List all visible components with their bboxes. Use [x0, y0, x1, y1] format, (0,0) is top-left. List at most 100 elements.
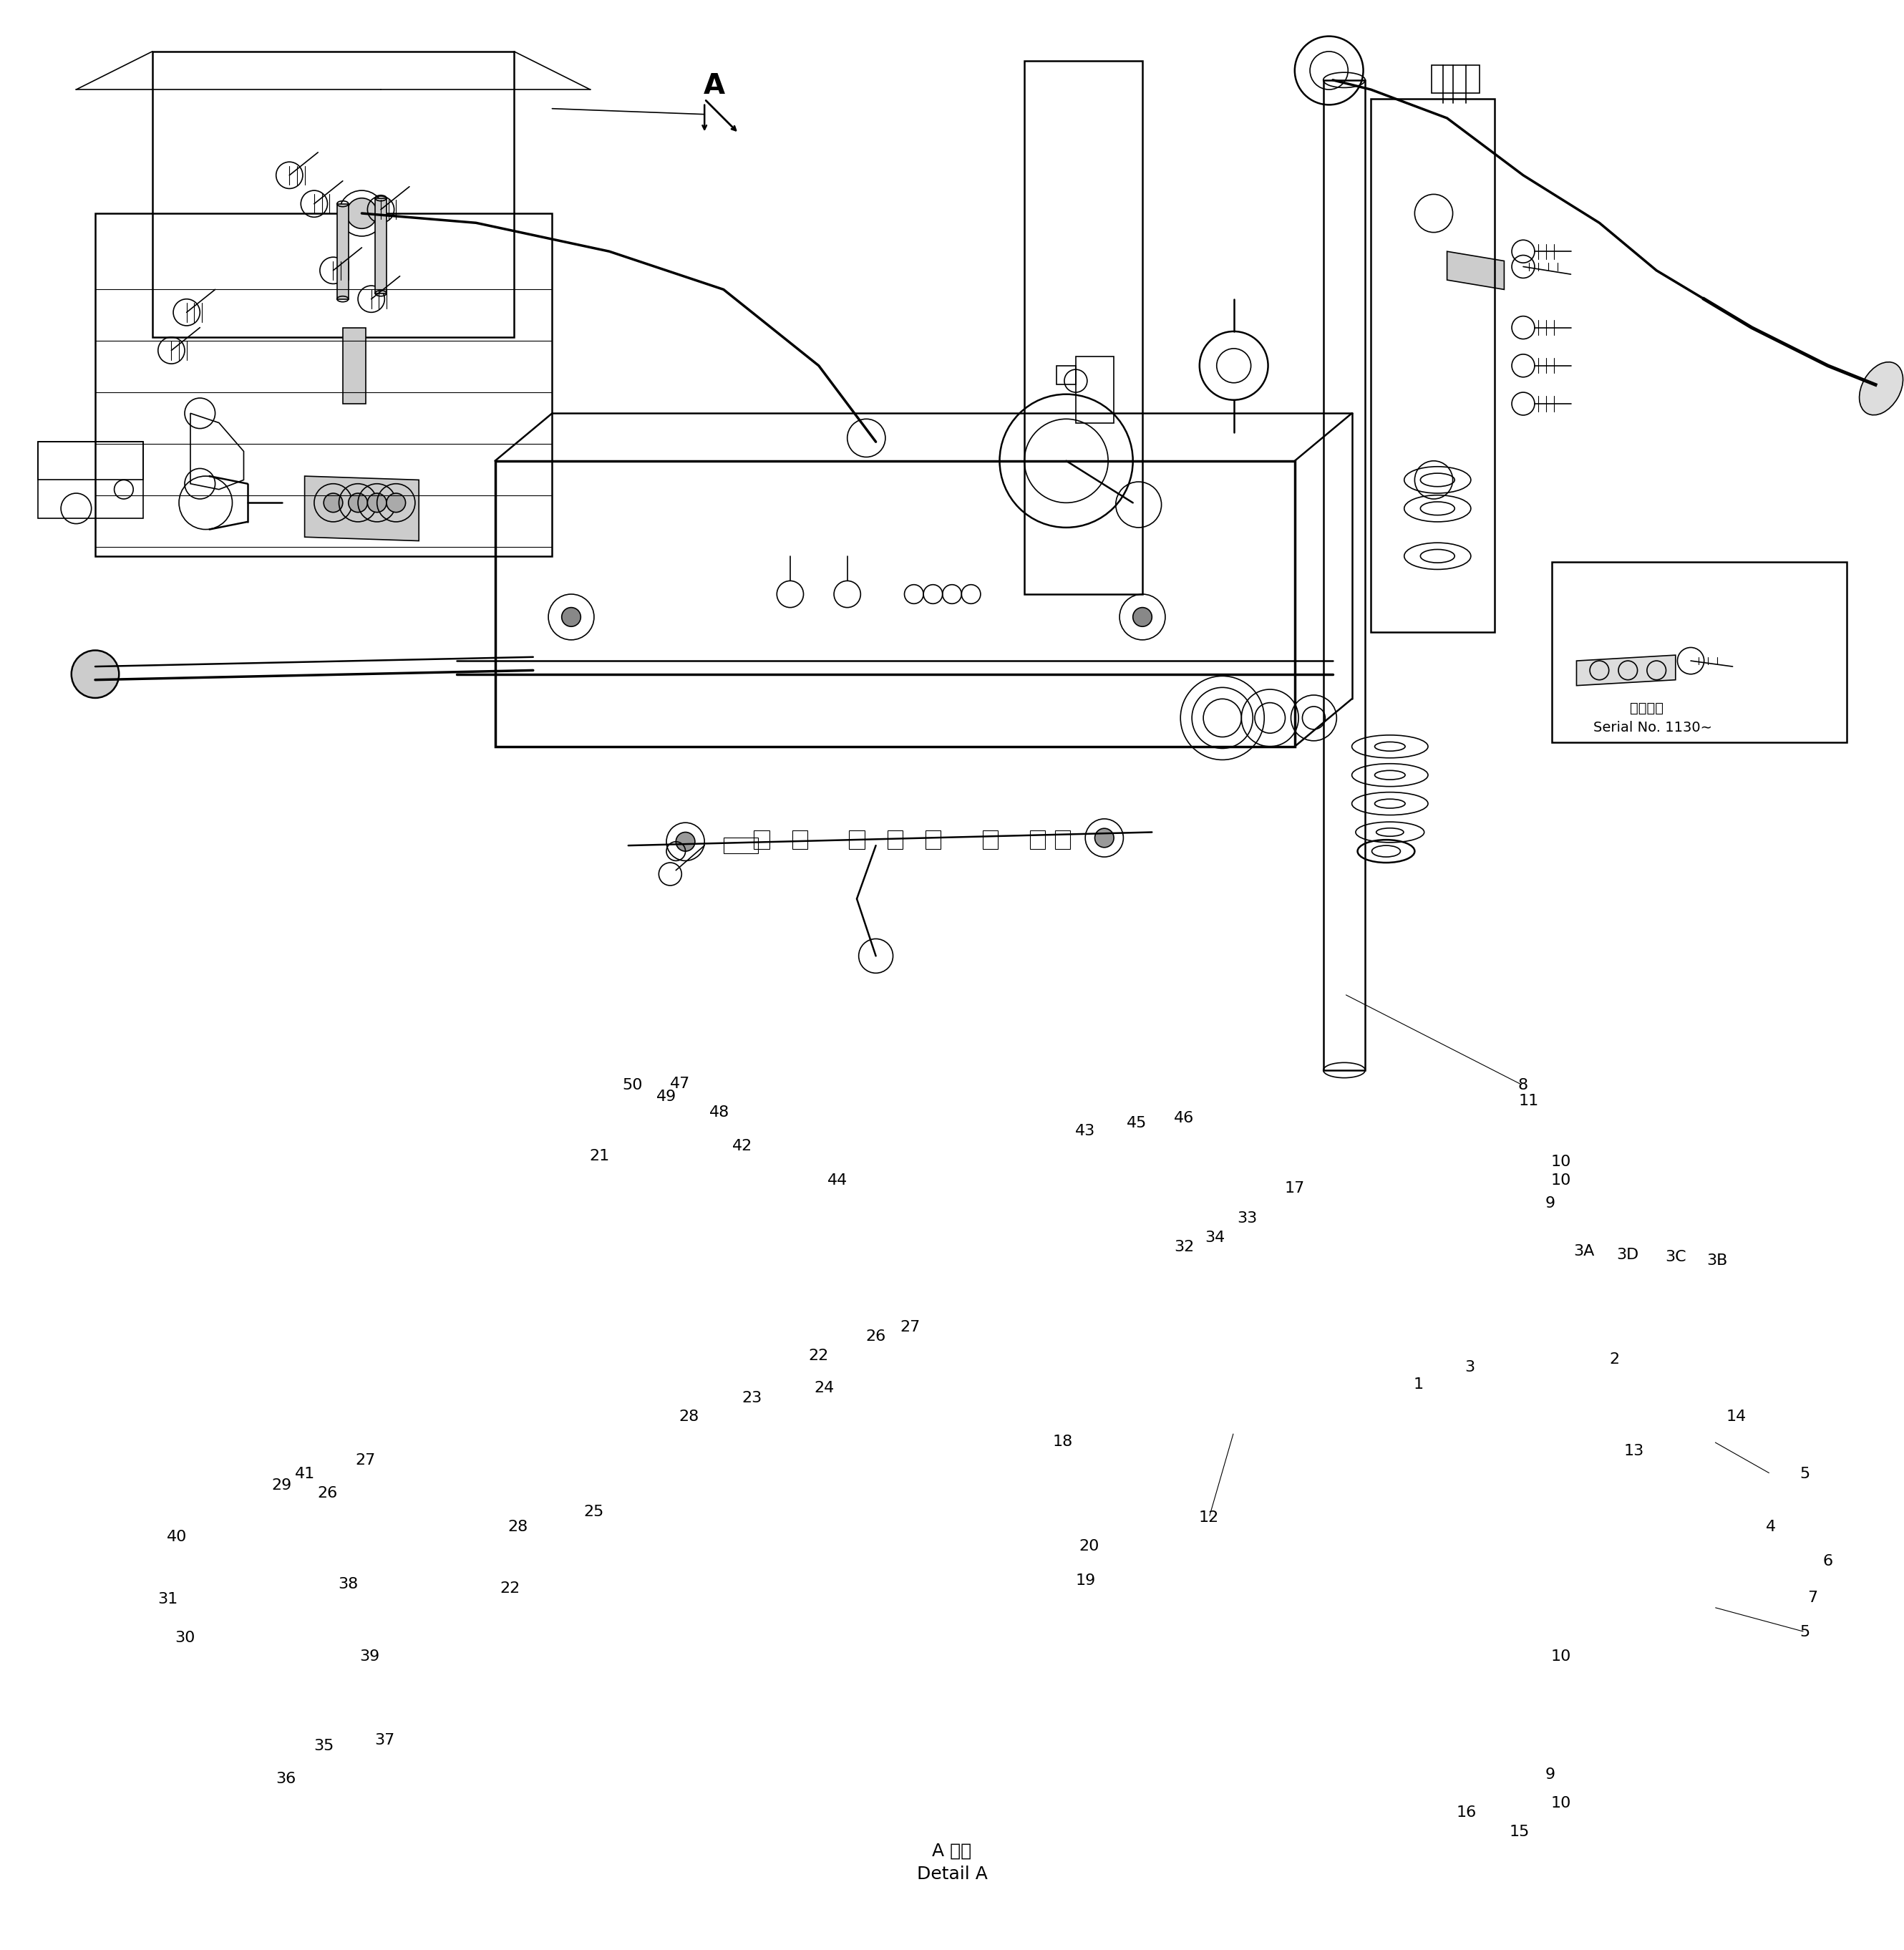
Text: 14: 14	[1727, 1410, 1746, 1424]
Text: 39: 39	[360, 1650, 379, 1663]
Text: 26: 26	[866, 1330, 885, 1344]
Text: 41: 41	[295, 1466, 314, 1482]
Text: 7: 7	[1807, 1591, 1818, 1605]
Text: 8: 8	[1517, 1078, 1529, 1092]
Text: 38: 38	[339, 1578, 358, 1591]
Text: 4: 4	[1765, 1521, 1776, 1535]
Text: A 詳細: A 詳細	[933, 1843, 971, 1860]
Bar	[887, 831, 902, 850]
Text: 22: 22	[809, 1349, 828, 1363]
Text: 36: 36	[276, 1771, 295, 1786]
Ellipse shape	[72, 651, 118, 698]
Polygon shape	[1577, 655, 1676, 686]
Text: 46: 46	[1175, 1112, 1194, 1125]
Circle shape	[387, 493, 406, 513]
Circle shape	[348, 493, 367, 513]
Bar	[1552, 562, 1847, 743]
Bar	[1030, 831, 1045, 850]
Bar	[1057, 367, 1076, 384]
Bar	[1323, 80, 1365, 1071]
Text: 17: 17	[1285, 1182, 1304, 1195]
Text: 3A: 3A	[1573, 1244, 1596, 1258]
Bar	[925, 831, 941, 850]
Text: 3C: 3C	[1664, 1250, 1687, 1264]
Bar	[375, 199, 387, 292]
Text: 23: 23	[743, 1390, 762, 1404]
Text: 50: 50	[623, 1078, 642, 1092]
Text: 9: 9	[1544, 1767, 1556, 1782]
Text: 49: 49	[657, 1090, 676, 1104]
Text: 19: 19	[1076, 1574, 1095, 1587]
Text: 32: 32	[1175, 1240, 1194, 1254]
Text: 27: 27	[356, 1453, 375, 1468]
Circle shape	[1095, 829, 1114, 848]
Circle shape	[324, 493, 343, 513]
Text: 34: 34	[1205, 1230, 1224, 1244]
Text: 26: 26	[318, 1486, 337, 1500]
Text: 18: 18	[1053, 1435, 1072, 1449]
Text: 40: 40	[168, 1529, 187, 1544]
Bar	[1055, 831, 1070, 850]
Bar	[343, 328, 366, 404]
Text: 29: 29	[272, 1478, 291, 1492]
Text: 16: 16	[1457, 1806, 1476, 1819]
Text: 10: 10	[1552, 1154, 1571, 1168]
Text: 22: 22	[501, 1581, 520, 1595]
Text: 11: 11	[1519, 1094, 1538, 1108]
Text: 3B: 3B	[1706, 1254, 1729, 1268]
Text: 2: 2	[1609, 1353, 1620, 1367]
Text: 28: 28	[680, 1410, 699, 1424]
Circle shape	[367, 493, 387, 513]
Circle shape	[347, 199, 377, 228]
Text: 1: 1	[1413, 1377, 1424, 1392]
Bar	[1076, 357, 1114, 423]
Text: 44: 44	[828, 1174, 847, 1188]
Text: A: A	[703, 72, 725, 99]
Ellipse shape	[1860, 363, 1902, 415]
Circle shape	[562, 608, 581, 626]
Text: 10: 10	[1552, 1650, 1571, 1663]
Bar	[337, 205, 348, 298]
Bar	[38, 443, 143, 480]
Text: 42: 42	[733, 1139, 752, 1154]
Circle shape	[676, 833, 695, 852]
Text: Serial No. 1130∼: Serial No. 1130∼	[1594, 722, 1712, 735]
Text: 37: 37	[375, 1734, 394, 1747]
Text: 6: 6	[1822, 1554, 1834, 1568]
Text: 適用号役: 適用号役	[1630, 702, 1664, 716]
Bar	[1371, 99, 1495, 632]
Text: 15: 15	[1510, 1825, 1529, 1839]
Text: 35: 35	[314, 1739, 333, 1753]
Bar	[152, 51, 514, 337]
Text: 3: 3	[1464, 1359, 1476, 1375]
Bar	[724, 838, 758, 854]
Bar	[849, 831, 864, 850]
Bar	[982, 831, 998, 850]
Text: 24: 24	[815, 1381, 834, 1396]
Text: 21: 21	[590, 1149, 609, 1162]
Text: 48: 48	[710, 1106, 729, 1119]
Text: 10: 10	[1552, 1796, 1571, 1810]
Text: 3D: 3D	[1616, 1248, 1639, 1262]
Text: 27: 27	[901, 1320, 920, 1334]
Text: 9: 9	[1544, 1197, 1556, 1211]
Text: 33: 33	[1238, 1211, 1257, 1227]
Text: 20: 20	[1080, 1539, 1099, 1554]
Text: 12: 12	[1200, 1511, 1219, 1525]
Text: 5: 5	[1799, 1624, 1811, 1640]
Text: 5: 5	[1799, 1466, 1811, 1482]
Text: 47: 47	[670, 1076, 689, 1090]
Bar	[754, 831, 769, 850]
Bar	[95, 213, 552, 556]
Bar	[1432, 64, 1479, 94]
Text: 10: 10	[1552, 1174, 1571, 1188]
Polygon shape	[305, 476, 419, 540]
Text: 28: 28	[508, 1521, 527, 1535]
Polygon shape	[1447, 252, 1504, 289]
Text: 45: 45	[1127, 1115, 1146, 1131]
Text: Detail A: Detail A	[916, 1866, 988, 1882]
Circle shape	[1133, 608, 1152, 626]
Bar	[495, 460, 1295, 747]
Text: 13: 13	[1624, 1443, 1643, 1459]
Text: 30: 30	[175, 1630, 194, 1644]
